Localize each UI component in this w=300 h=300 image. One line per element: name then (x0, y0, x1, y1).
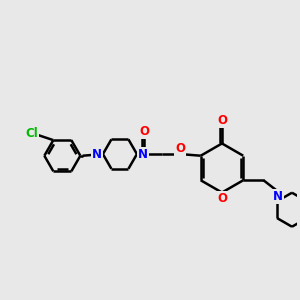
Text: O: O (176, 142, 185, 155)
Text: O: O (140, 125, 149, 138)
Text: Cl: Cl (25, 128, 38, 140)
Text: N: N (273, 190, 283, 203)
Text: N: N (138, 148, 148, 160)
Text: N: N (92, 148, 102, 160)
Text: O: O (217, 192, 227, 205)
Text: O: O (217, 114, 227, 127)
